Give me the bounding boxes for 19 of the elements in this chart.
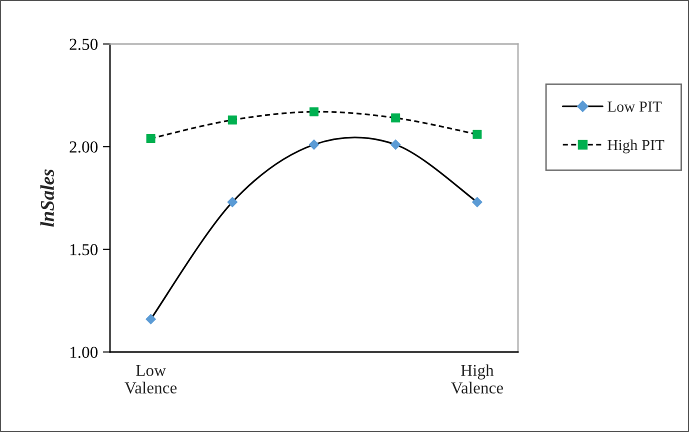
- legend-label: High PIT: [608, 139, 664, 154]
- point: [390, 139, 401, 150]
- y-tick-label: 2.00: [70, 141, 98, 153]
- point: [472, 196, 482, 208]
- point: [146, 314, 156, 324]
- x-tick-label: High Valence: [451, 364, 503, 394]
- y-tick-label: 1.50: [70, 244, 98, 256]
- y-tick-label: 1.00: [70, 346, 98, 358]
- y-axis-title: lnSales: [40, 169, 54, 227]
- x-tick-label: Low Valence: [124, 364, 177, 394]
- point: [310, 107, 318, 116]
- point: [227, 196, 238, 208]
- point: [308, 139, 320, 150]
- point: [391, 113, 400, 122]
- legend-label: Low PIT: [608, 102, 662, 112]
- y-tick-label: 2.50: [70, 38, 98, 50]
- point: [228, 115, 237, 124]
- point: [146, 134, 156, 143]
- point: [472, 130, 482, 139]
